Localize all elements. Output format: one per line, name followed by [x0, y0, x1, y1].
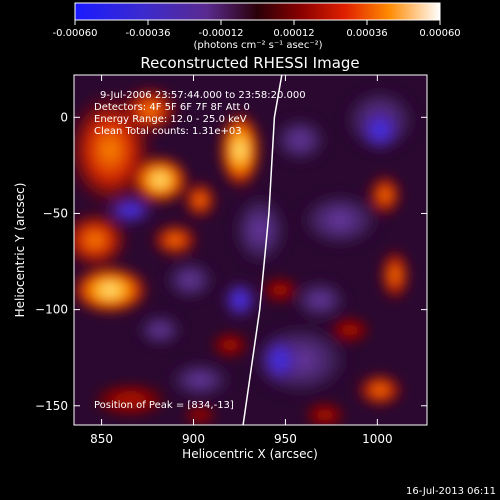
y-tick-label: −100 [35, 303, 68, 317]
x-tick-label: 950 [274, 432, 297, 446]
annotation-peak: Position of Peak = [834,-13] [94, 400, 234, 411]
colorbar-tick-label: 0.00036 [346, 28, 387, 39]
x-tick-label: 1000 [362, 432, 393, 446]
colorbar-tick-label: -0.00036 [126, 28, 171, 39]
colorbar-ticks: -0.00060 -0.00036 -0.00012 0.00012 0.00036 0.… [53, 20, 461, 39]
x-tick-label: 900 [182, 432, 205, 446]
annotation-time: 9-Jul-2006 23:57:44.000 to 23:58:20.000 [100, 90, 306, 101]
y-tick-label: 0 [60, 110, 68, 124]
y-tick-label: −150 [35, 399, 68, 413]
colorbar-units-label: (photons cm⁻² s⁻¹ asec⁻²) [193, 40, 322, 51]
colorbar-tick-label: -0.00060 [53, 28, 98, 39]
colorbar-tick-label: 0.00012 [273, 28, 314, 39]
annotation-energy: Energy Range: 12.0 - 25.0 keV [94, 114, 247, 125]
axis-ticks: 850 900 950 1000 0 −50 −100 −150 [35, 75, 427, 446]
plot-frame [73, 74, 428, 426]
colorbar-tick-label: 0.00060 [419, 28, 460, 39]
y-axis-label: Heliocentric Y (arcsec) [13, 183, 27, 318]
heatmap-image [74, 75, 427, 425]
x-axis-label: Heliocentric X (arcsec) [182, 447, 318, 461]
annotation-clean: Clean Total counts: 1.31e+03 [94, 126, 242, 137]
footer-timestamp: 16-Jul-2013 06:11 [406, 486, 496, 497]
annotation-detectors: Detectors: 4F 5F 6F 7F 8F Att 0 [94, 102, 250, 113]
colorbar-tick-label: -0.00012 [199, 28, 244, 39]
colorbar [74, 2, 441, 21]
y-tick-label: −50 [43, 206, 68, 220]
x-tick-label: 850 [90, 432, 113, 446]
solar-limb-line [242, 75, 283, 425]
plot-title: Reconstructed RHESSI Image [140, 54, 359, 72]
